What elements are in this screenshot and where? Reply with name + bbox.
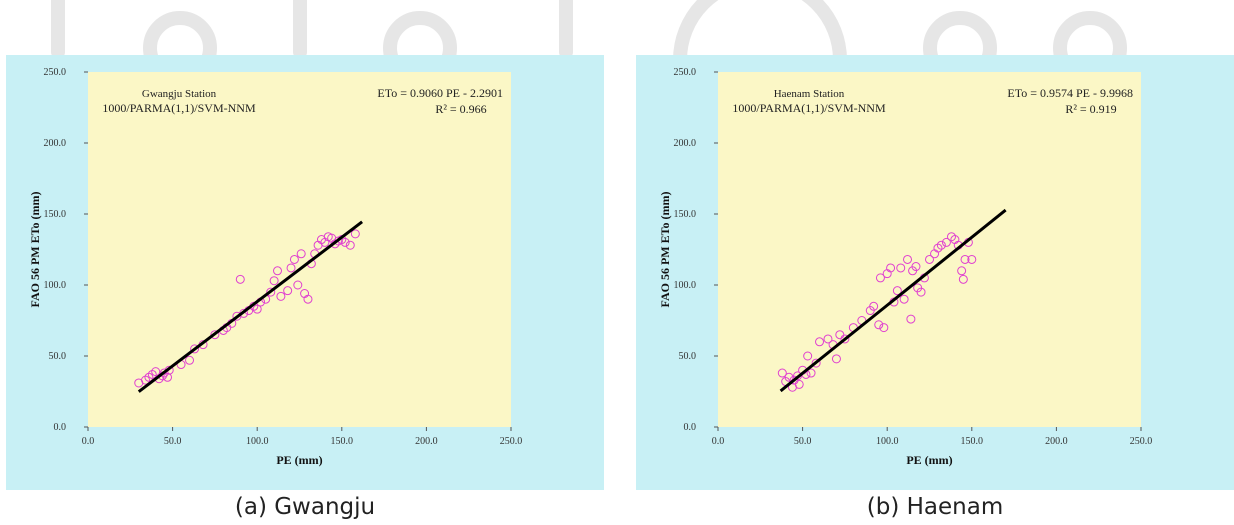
data-point (823, 334, 833, 344)
chart-panel-haenam: 0.0 50.0 100.0 150.0 200.0 250.0 0.0 50.0 100.0 1… (636, 55, 1234, 490)
x-tick-label: 150.0 (331, 436, 354, 447)
data-point (190, 344, 200, 354)
regression-line (779, 208, 1007, 393)
y-axis-title: FAO 56 PM ETo (mm) (28, 192, 42, 308)
data-point (806, 368, 816, 378)
data-point (163, 372, 173, 382)
data-point (151, 367, 161, 377)
data-point (906, 314, 916, 324)
data-point (879, 323, 889, 333)
y-tick-label: 100.0 (44, 280, 67, 291)
data-point (925, 254, 934, 264)
y-tick-label: 150.0 (674, 209, 697, 220)
data-point (803, 351, 813, 361)
data-point (815, 337, 825, 347)
x-tick-label: 250.0 (500, 436, 523, 447)
data-point (869, 301, 879, 311)
data-point (340, 237, 350, 247)
data-point (958, 274, 968, 284)
data-point (957, 266, 967, 276)
data-point (899, 294, 909, 304)
scatter-chart-gwangju: 0.0 50.0 100.0 150.0 200.0 250.0 0.0 50.0 100.0 1… (28, 67, 523, 467)
data-point (916, 287, 926, 297)
y-tick-label: 250.0 (674, 67, 697, 78)
y-tick-label: 0.0 (684, 422, 697, 433)
y-tick-label: 50.0 (49, 351, 67, 362)
data-point (266, 287, 276, 297)
data-point (210, 330, 220, 340)
x-tick-label: 50.0 (164, 436, 182, 447)
data-point (892, 286, 902, 296)
caption-gwangju: (a) Gwangju (234, 494, 376, 520)
x-tick-label: 50.0 (794, 436, 812, 447)
data-point (886, 263, 896, 273)
y-tick-label: 0.0 (54, 422, 67, 433)
station-label: Gwangju Station (142, 88, 217, 100)
data-point (293, 280, 303, 290)
model-label: 1000/PARMA(1,1)/SVM-NNM (102, 101, 256, 115)
data-point (936, 240, 946, 250)
y-axis-title: FAO 56 PM ETo (mm) (658, 192, 672, 308)
data-point (286, 263, 296, 273)
x-tick-label: 0.0 (82, 436, 95, 447)
x-tick-label: 200.0 (415, 436, 438, 447)
data-point (794, 379, 804, 389)
scatter-chart-haenam: 0.0 50.0 100.0 150.0 200.0 250.0 0.0 50.0 100.0 1… (658, 67, 1153, 467)
data-point (875, 273, 885, 283)
data-point (784, 372, 794, 382)
x-axis-title: PE (mm) (276, 453, 322, 467)
data-point (896, 263, 906, 273)
y-tick-label: 200.0 (674, 138, 697, 149)
data-point (289, 254, 299, 264)
chart-panel-gwangju: 0.0 50.0 100.0 150.0 200.0 250.0 0.0 50.0 100.0 1… (6, 55, 604, 490)
plot-area (718, 72, 1141, 427)
data-point (185, 355, 195, 365)
regression-equation: ETo = 0.9574 PE - 9.9968 (1007, 86, 1133, 100)
data-point (273, 266, 283, 276)
data-point (911, 262, 921, 272)
data-point (941, 237, 951, 247)
data-point (303, 294, 313, 304)
data-point (960, 254, 970, 264)
r-squared-label: R² = 0.919 (1065, 102, 1116, 116)
data-point (276, 291, 286, 301)
data-point (235, 274, 245, 284)
data-point (269, 276, 279, 286)
data-point (840, 334, 850, 344)
regression-line (137, 220, 364, 393)
data-point (345, 240, 355, 250)
x-axis-title: PE (mm) (906, 453, 952, 467)
data-point (811, 358, 821, 368)
x-tick-label: 250.0 (1130, 436, 1153, 447)
y-tick-label: 200.0 (44, 138, 67, 149)
data-point (283, 286, 293, 296)
data-point (967, 254, 977, 264)
x-tick-label: 100.0 (876, 436, 899, 447)
model-label: 1000/PARMA(1,1)/SVM-NNM (732, 101, 886, 115)
data-point (874, 320, 884, 330)
x-tick-label: 100.0 (246, 436, 269, 447)
y-tick-label: 150.0 (44, 209, 67, 220)
data-point (903, 254, 913, 264)
data-point (350, 229, 360, 239)
data-point (252, 304, 262, 314)
x-tick-label: 0.0 (712, 436, 725, 447)
data-point (831, 354, 841, 364)
y-tick-label: 100.0 (674, 280, 697, 291)
station-label: Haenam Station (774, 88, 845, 100)
x-tick-label: 200.0 (1045, 436, 1068, 447)
plot-area (88, 72, 511, 427)
y-tick-label: 250.0 (44, 67, 67, 78)
y-tick-label: 50.0 (679, 351, 697, 362)
x-tick-label: 150.0 (961, 436, 984, 447)
data-point (296, 249, 306, 259)
data-point (777, 368, 787, 378)
caption-haenam: (b) Haenam (866, 494, 1004, 520)
regression-equation: ETo = 0.9060 PE - 2.2901 (377, 86, 503, 100)
r-squared-label: R² = 0.966 (435, 102, 486, 116)
